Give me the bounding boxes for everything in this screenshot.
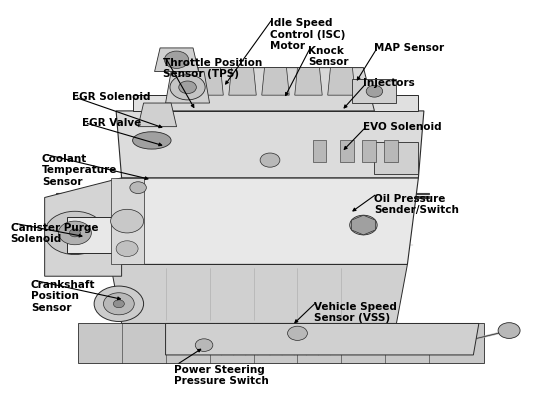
Text: EVO Solenoid: EVO Solenoid (364, 122, 442, 132)
Polygon shape (138, 103, 176, 127)
Polygon shape (78, 324, 484, 363)
Ellipse shape (133, 132, 171, 149)
Bar (363, 141, 376, 162)
Text: Vehicle Speed
Sensor (VSS): Vehicle Speed Sensor (VSS) (314, 302, 397, 323)
Circle shape (179, 81, 196, 94)
Polygon shape (166, 68, 375, 111)
Circle shape (58, 221, 91, 245)
Text: Power Steering
Pressure Switch: Power Steering Pressure Switch (174, 365, 268, 386)
Circle shape (288, 254, 296, 260)
Circle shape (260, 153, 280, 167)
Polygon shape (166, 71, 209, 103)
Circle shape (94, 286, 144, 322)
Circle shape (170, 75, 205, 100)
Text: Oil Pressure
Sender/Switch: Oil Pressure Sender/Switch (375, 194, 460, 215)
Bar (341, 141, 354, 162)
Circle shape (104, 293, 134, 315)
Text: Idle Speed
Control (ISC)
Motor: Idle Speed Control (ISC) Motor (270, 19, 345, 51)
Circle shape (111, 209, 144, 233)
Polygon shape (353, 79, 396, 103)
Circle shape (498, 323, 520, 339)
Polygon shape (229, 68, 256, 95)
Text: EGR Valve: EGR Valve (82, 118, 141, 128)
Text: Canister Purge
Solenoid: Canister Purge Solenoid (10, 223, 98, 244)
Text: Throttle Position
Sensor (TPS): Throttle Position Sensor (TPS) (163, 58, 262, 79)
Bar (313, 141, 326, 162)
Circle shape (172, 254, 181, 260)
Circle shape (249, 254, 258, 260)
Polygon shape (196, 68, 223, 95)
Circle shape (397, 254, 406, 260)
Text: Knock
Sensor: Knock Sensor (309, 46, 349, 67)
Circle shape (114, 300, 125, 308)
Polygon shape (111, 178, 144, 264)
Polygon shape (111, 264, 407, 324)
Text: Crankshaft
Position
Sensor: Crankshaft Position Sensor (31, 280, 95, 312)
Polygon shape (45, 178, 122, 276)
Polygon shape (328, 68, 355, 95)
Circle shape (195, 339, 213, 352)
Polygon shape (155, 48, 198, 71)
Polygon shape (116, 111, 424, 178)
Polygon shape (133, 95, 418, 111)
Circle shape (366, 85, 383, 97)
Circle shape (130, 182, 147, 194)
Circle shape (116, 241, 138, 256)
Circle shape (45, 211, 105, 254)
Polygon shape (166, 324, 479, 355)
Polygon shape (375, 142, 418, 174)
Polygon shape (295, 68, 322, 95)
Text: EGR Solenoid: EGR Solenoid (72, 92, 150, 102)
Circle shape (288, 326, 307, 340)
Circle shape (165, 51, 188, 68)
Bar (67, 217, 122, 253)
Bar (385, 141, 397, 162)
Circle shape (365, 254, 374, 260)
Circle shape (210, 254, 219, 260)
Circle shape (350, 215, 377, 235)
Circle shape (134, 254, 143, 260)
Polygon shape (262, 68, 289, 95)
Polygon shape (111, 178, 418, 264)
Text: MAP Sensor: MAP Sensor (375, 43, 445, 53)
Text: Coolant
Temperature
Sensor: Coolant Temperature Sensor (42, 154, 117, 186)
Circle shape (326, 254, 335, 260)
Text: Injectors: Injectors (364, 78, 415, 88)
Circle shape (69, 229, 80, 237)
